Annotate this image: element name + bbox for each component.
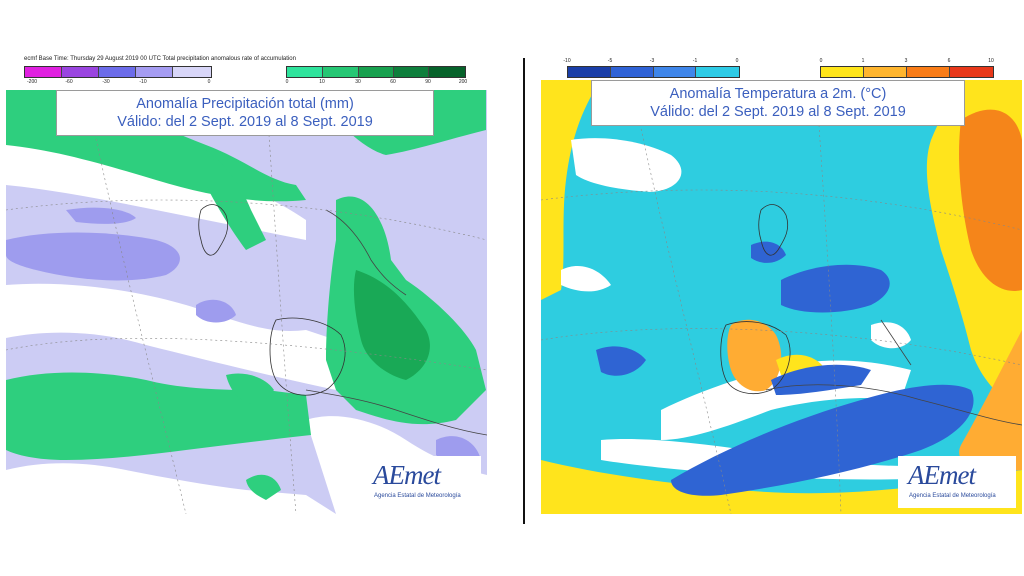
- precip-pos-tick: 60: [390, 79, 396, 85]
- temp-positive-colorbar: [820, 66, 994, 78]
- precip-neg-tick: -200: [26, 79, 38, 85]
- base-time-caption: ecmf Base Time: Thursday 29 August 2019 …: [24, 56, 296, 62]
- temperature-valid-period: Válido: del 2 Sept. 2019 al 8 Sept. 2019: [650, 104, 906, 120]
- aemet-logo-word: AEmet: [908, 460, 976, 490]
- precip-neg-bin-5: [173, 67, 211, 77]
- temp-neg-bin-3: [654, 67, 696, 77]
- temp-pos-bin-2: [864, 67, 907, 77]
- precip-neg-tick: -30: [102, 79, 110, 85]
- wet-region-central-europe-core: [353, 270, 430, 380]
- graticule-line: [541, 189, 1022, 231]
- wet-patch-south: [246, 474, 281, 500]
- cold-core-sahara: [671, 384, 974, 496]
- cold-core-algeria: [771, 364, 871, 395]
- precip-neg-tick: 0: [207, 79, 211, 85]
- precip-pos-bin-2: [323, 67, 359, 77]
- coastline-iberia: [720, 321, 791, 394]
- temp-pos-bin-3: [907, 67, 950, 77]
- temp-neg-bin-1: [568, 67, 611, 77]
- precipitation-title: Anomalía Precipitación total (mm): [136, 96, 354, 112]
- panel-divider: [523, 58, 525, 524]
- temp-pos-tick: 0: [819, 58, 823, 64]
- precip-pos-tick: 200: [458, 79, 468, 85]
- temp-neg-tick: -3: [649, 58, 655, 64]
- precipitation-valid-period: Válido: del 2 Sept. 2019 al 8 Sept. 2019: [117, 114, 373, 130]
- temp-negative-colorbar: [567, 66, 740, 78]
- temp-neg-tick: -5: [607, 58, 613, 64]
- cold-core-atlantic: [596, 346, 646, 376]
- coastline-north-africa: [765, 384, 1022, 426]
- precip-pos-tick: 90: [425, 79, 431, 85]
- precip-pos-tick: 0: [285, 79, 289, 85]
- temp-pos-tick: 10: [988, 58, 994, 64]
- dry-core-near-iberia: [196, 299, 236, 323]
- dry-core-atlantic: [6, 232, 180, 281]
- precip-neg-bin-3: [99, 67, 136, 77]
- aemet-logo-subtitle: Agencia Estatal de Meteorología: [374, 493, 461, 499]
- temperature-map: Anomalía Temperatura a 2m. (°C) Válido: …: [541, 80, 1022, 514]
- precip-pos-bin-4: [394, 67, 429, 77]
- precip-neg-bin-1: [25, 67, 62, 77]
- cold-core-france: [781, 264, 890, 313]
- neutral-patch-west: [561, 265, 611, 292]
- aemet-logo-word: AEmet: [373, 460, 441, 490]
- precip-pos-tick: 30: [355, 79, 361, 85]
- neutral-band-north-atlantic: [571, 138, 682, 192]
- cold-core-britain: [751, 241, 786, 263]
- coastline-iberia: [269, 317, 346, 396]
- aemet-logo-subtitle: Agencia Estatal de Meteorología: [909, 493, 996, 499]
- temp-neg-tick: -10: [563, 58, 571, 64]
- temp-pos-tick: 6: [947, 58, 951, 64]
- temperature-legend-header: -10 -5 -3 -1 0 0 1 3 6 10: [541, 55, 1022, 88]
- aemet-logo-right: AEmet Agencia Estatal de Meteorología: [898, 456, 1016, 508]
- precip-neg-bin-2: [62, 67, 99, 77]
- temp-pos-bin-1: [821, 67, 864, 77]
- graticule-line: [85, 90, 187, 514]
- precipitation-map: Anomalía Precipitación total (mm) Válido…: [6, 90, 487, 514]
- temp-neg-bin-4: [696, 67, 739, 77]
- warm-region-west: [541, 80, 601, 300]
- neutral-band-atlantic: [6, 283, 336, 390]
- precip-pos-bin-3: [359, 67, 394, 77]
- precip-pos-bin-1: [287, 67, 323, 77]
- temperature-title-box: Anomalía Temperatura a 2m. (°C) Válido: …: [591, 80, 965, 126]
- coastline-europe: [325, 209, 407, 296]
- coastline-britain: [198, 204, 229, 256]
- temperature-title: Anomalía Temperatura a 2m. (°C): [669, 86, 887, 102]
- precipitation-anomaly-panel: ecmf Base Time: Thursday 29 August 2019 …: [6, 55, 487, 515]
- precip-positive-colorbar: [286, 66, 466, 78]
- precipitation-title-box: Anomalía Precipitación total (mm) Válido…: [56, 90, 434, 136]
- temp-neg-tick: -1: [692, 58, 698, 64]
- wet-region-iberia-patch: [226, 373, 274, 405]
- coastline-north-africa: [305, 389, 487, 436]
- wet-region-britain: [206, 150, 266, 250]
- temp-pos-bin-4: [950, 67, 993, 77]
- temp-pos-tick: 3: [904, 58, 908, 64]
- temp-neg-tick: 0: [735, 58, 739, 64]
- warm-region-iberia: [727, 319, 782, 392]
- graticule-line: [265, 90, 297, 514]
- precip-neg-bin-4: [136, 67, 173, 77]
- precip-pos-tick: 10: [319, 79, 325, 85]
- graticule-line: [6, 338, 487, 371]
- precip-negative-colorbar: [24, 66, 212, 78]
- precip-neg-tick: -60: [65, 79, 73, 85]
- wet-region-subtropical-atlantic: [6, 372, 311, 460]
- graticule-line: [815, 80, 842, 514]
- warm-region-east-africa: [959, 330, 1022, 472]
- temperature-anomaly-panel: -10 -5 -3 -1 0 0 1 3 6 10: [541, 55, 1022, 515]
- neutral-band-south: [6, 463, 336, 514]
- dry-core-north-atlantic: [66, 207, 136, 224]
- aemet-logo-left: AEmet Agencia Estatal de Meteorología: [363, 456, 481, 508]
- graticule-line: [6, 199, 487, 241]
- coastline-britain: [758, 204, 789, 256]
- precipitation-legend-header: ecmf Base Time: Thursday 29 August 2019 …: [6, 55, 487, 88]
- precip-pos-bin-5: [429, 67, 465, 77]
- temp-pos-tick: 1: [861, 58, 865, 64]
- hot-region-eastern-europe: [959, 109, 1022, 291]
- temp-neg-bin-2: [611, 67, 654, 77]
- precip-neg-tick: -10: [139, 79, 147, 85]
